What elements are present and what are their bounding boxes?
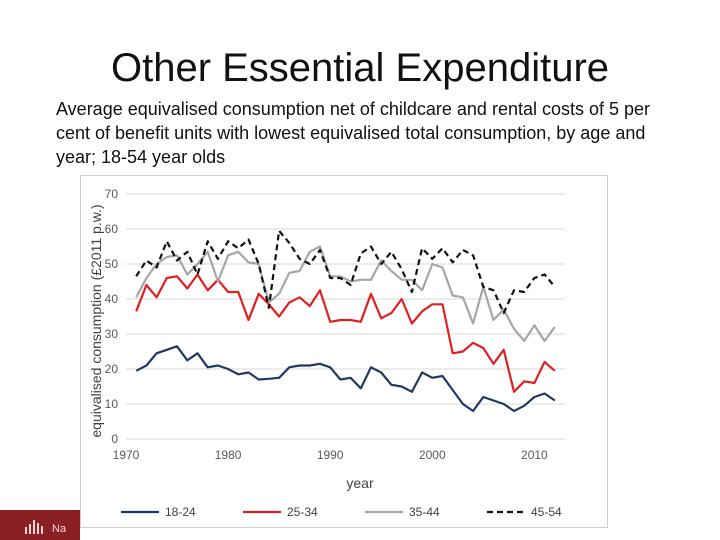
x-tick-labels: 1970 1980 1990 2000 2010 — [113, 448, 548, 462]
series-line-18-24 — [135, 345, 556, 413]
y-tick-label: 50 — [105, 257, 119, 271]
x-tick-label: 1990 — [317, 448, 344, 462]
y-tick-labels: 0 10 20 30 40 50 60 70 — [105, 187, 119, 446]
series-line-25-34 — [135, 273, 556, 393]
footer-text: Na — [52, 523, 67, 535]
x-tick-label: 2000 — [419, 448, 446, 462]
legend-label-25-34: 25-34 — [287, 505, 318, 519]
y-tick-label: 60 — [105, 222, 119, 236]
x-tick-label: 1970 — [113, 448, 140, 462]
line-chart: 0 10 20 30 40 50 60 70 1970 1980 1990 2000 2010 yea… — [88, 187, 565, 519]
legend-label-45-54: 45-54 — [531, 505, 562, 519]
series-line-35-44 — [135, 245, 556, 343]
x-tick-label: 2010 — [521, 448, 548, 462]
y-tick-label: 40 — [105, 292, 119, 306]
y-tick-label: 20 — [105, 362, 119, 376]
legend-label-35-44: 35-44 — [409, 505, 440, 519]
y-tick-label: 0 — [111, 432, 118, 446]
slide-subtitle: Average equivalised consumption net of c… — [56, 99, 651, 167]
y-axis-title: equivalised consumption (£2011 p.w.) — [88, 204, 104, 437]
series-line-45-54 — [135, 229, 556, 315]
legend: 18-24 25-34 35-44 45-54 — [121, 505, 562, 519]
slide-title: Other Essential Expenditure — [110, 46, 610, 90]
y-tick-label: 30 — [105, 327, 119, 341]
legend-label-18-24: 18-24 — [165, 505, 196, 519]
series-lines — [135, 229, 556, 413]
gridlines — [126, 193, 565, 440]
y-tick-label: 70 — [105, 187, 119, 201]
footer-bar: Na — [0, 510, 80, 540]
y-tick-label: 10 — [105, 397, 119, 411]
chart-frame: 0 10 20 30 40 50 60 70 1970 1980 1990 2000 2010 yea… — [80, 175, 608, 528]
x-tick-label: 1980 — [215, 448, 242, 462]
x-axis-title: year — [346, 475, 374, 491]
bar-logo-icon — [25, 520, 43, 534]
